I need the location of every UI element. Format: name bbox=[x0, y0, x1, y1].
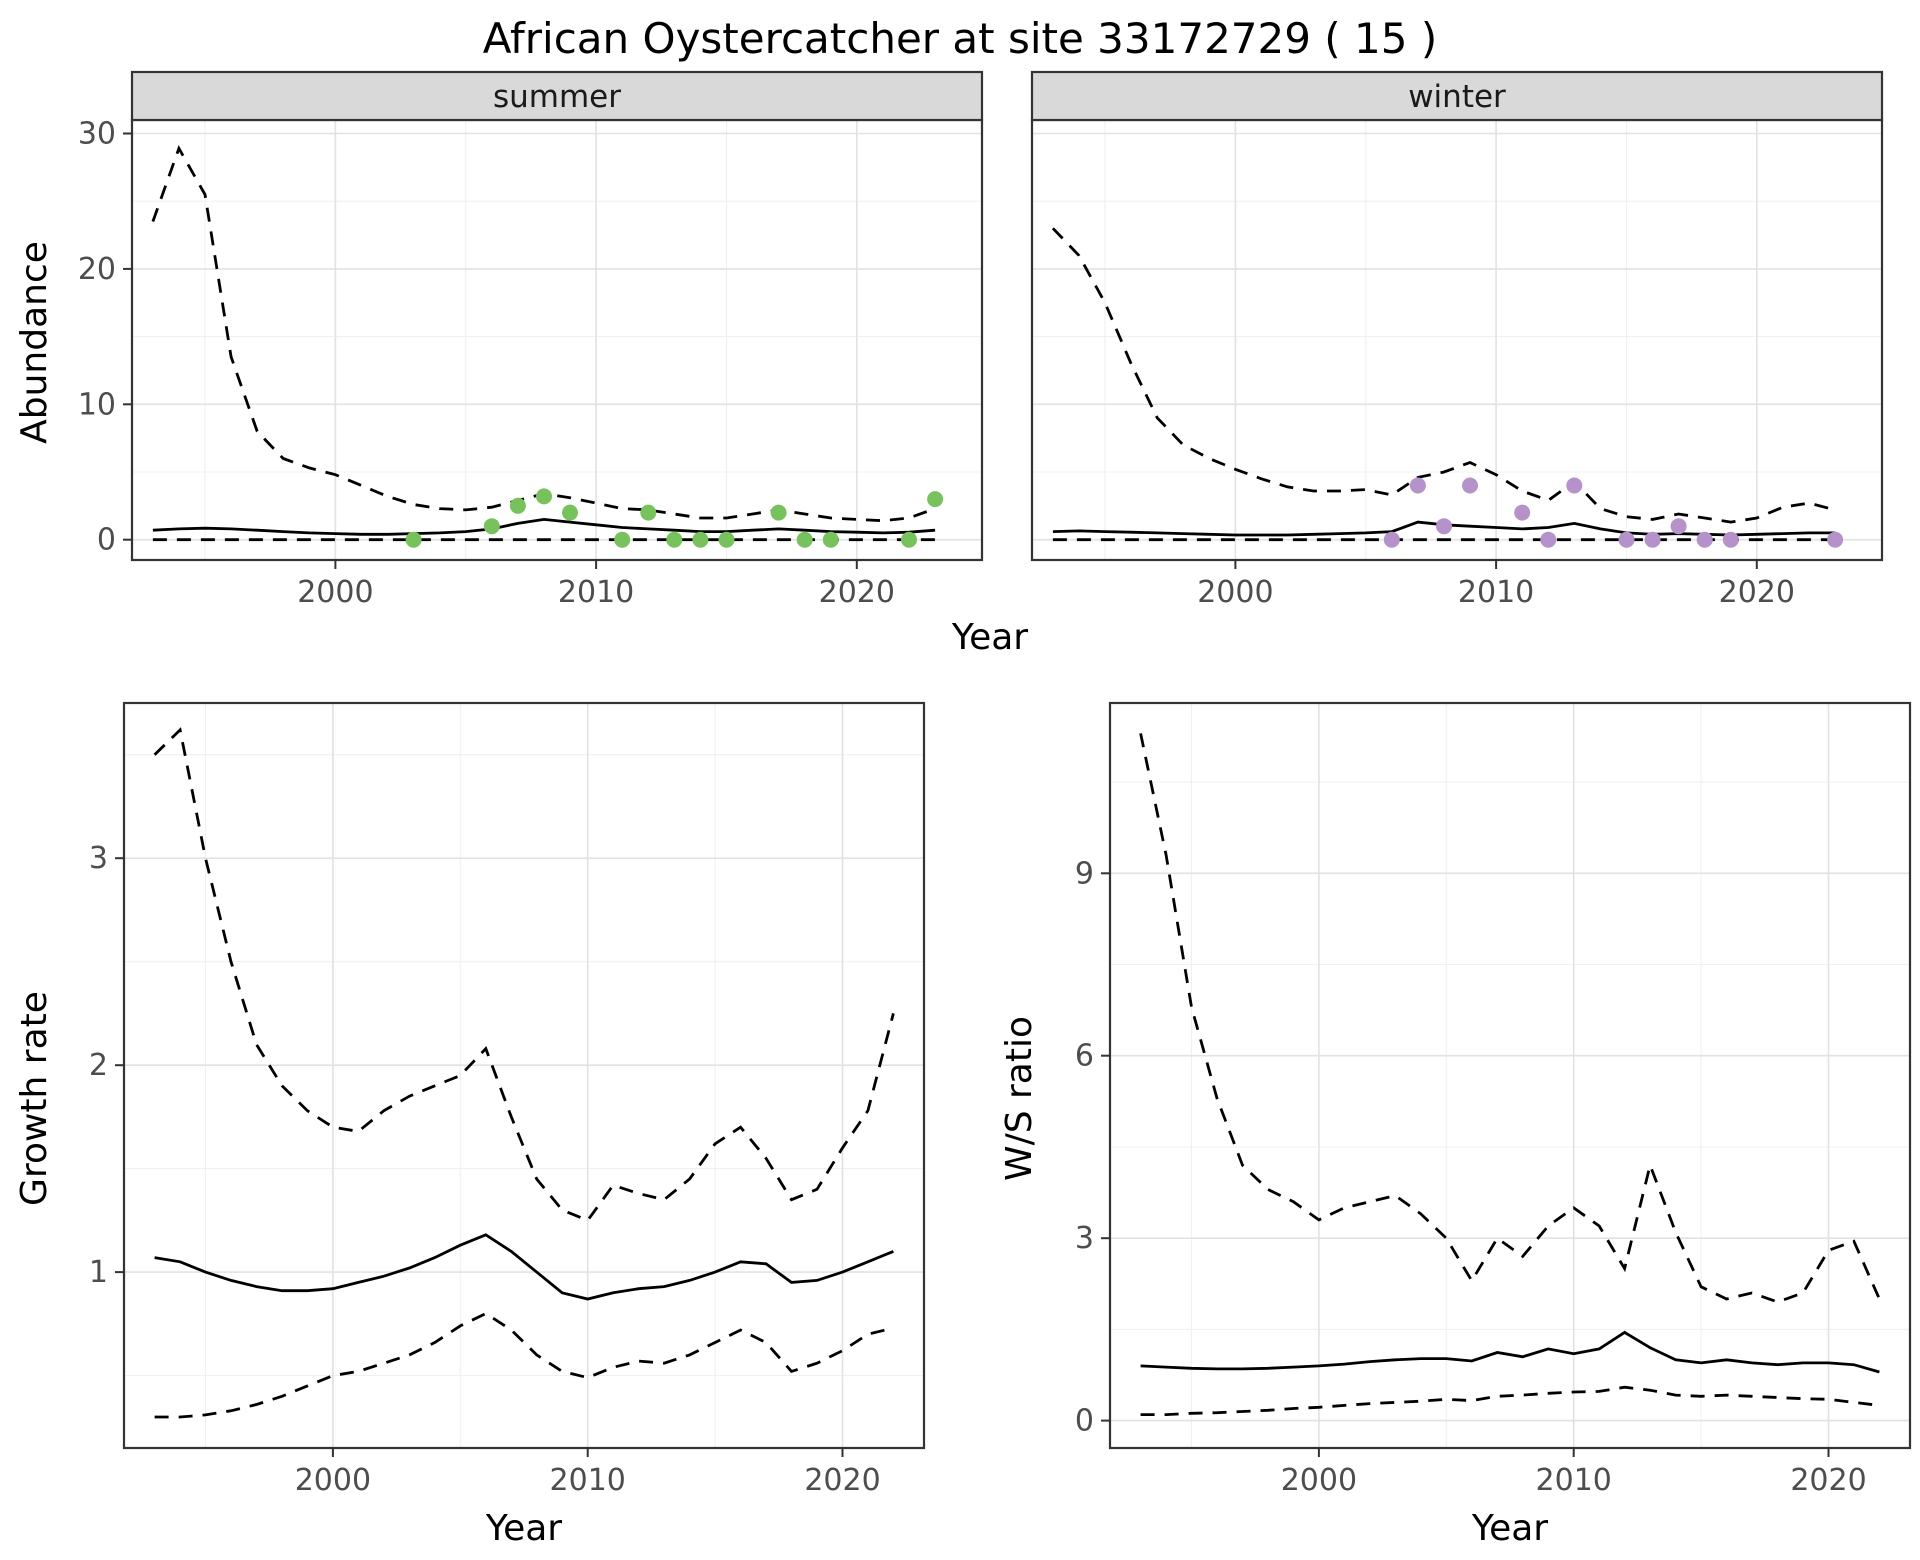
abundance-y-axis-label: Abundance bbox=[13, 241, 55, 444]
growth-rate-figure: Growth rate 2000 2010 2020 1 2 3 Year bbox=[8, 691, 964, 1556]
svg-text:0: 0 bbox=[97, 523, 116, 558]
abundance-x-axis-label: Year bbox=[951, 617, 1029, 658]
svg-text:6: 6 bbox=[1075, 1039, 1094, 1074]
svg-text:2000: 2000 bbox=[1281, 1463, 1357, 1498]
svg-text:9: 9 bbox=[1075, 856, 1094, 891]
growth-rate-panel: 2000 2010 2020 1 2 3 bbox=[89, 701, 926, 1498]
svg-text:2010: 2010 bbox=[1458, 575, 1534, 610]
svg-text:2020: 2020 bbox=[1790, 1463, 1866, 1498]
svg-text:2020: 2020 bbox=[1719, 575, 1795, 610]
svg-text:3: 3 bbox=[89, 841, 108, 876]
svg-text:2020: 2020 bbox=[819, 575, 895, 610]
svg-text:2020: 2020 bbox=[804, 1463, 880, 1498]
svg-text:2000: 2000 bbox=[295, 1463, 371, 1498]
svg-text:20: 20 bbox=[78, 252, 116, 287]
svg-text:2000: 2000 bbox=[297, 575, 373, 610]
chart-title: African Oystercatcher at site 33172729 (… bbox=[482, 14, 1438, 63]
abundance-winter-panel: 2000 2010 2020 winter bbox=[1030, 70, 1884, 610]
ws-ratio-x-axis-label: Year bbox=[1471, 1508, 1549, 1549]
growth-rate-x-axis-label: Year bbox=[485, 1508, 563, 1549]
svg-text:2010: 2010 bbox=[558, 575, 634, 610]
abundance-row: Abundance 2000 2010 2020 0 10 20 30 summer 2000… bbox=[8, 70, 1912, 615]
abundance-panels: 2000 2010 2020 0 10 20 30 summer 2000 2010 2020 wi… bbox=[60, 70, 1892, 615]
svg-text:2: 2 bbox=[89, 1048, 108, 1083]
svg-text:0: 0 bbox=[1075, 1404, 1094, 1439]
growth-rate-y-axis-label: Growth rate bbox=[13, 991, 55, 1206]
abundance-summer-panel: 2000 2010 2020 0 10 20 30 summer bbox=[78, 70, 984, 610]
svg-text:2010: 2010 bbox=[1536, 1463, 1612, 1498]
svg-text:10: 10 bbox=[78, 387, 116, 422]
svg-text:3: 3 bbox=[1075, 1221, 1094, 1256]
bottom-row: Growth rate 2000 2010 2020 1 2 3 Year W/S rat… bbox=[8, 691, 1912, 1556]
ws-ratio-panel: 2000 2010 2020 0 3 6 9 bbox=[1075, 701, 1912, 1498]
svg-text:1: 1 bbox=[89, 1255, 108, 1290]
ws-ratio-y-axis-label: W/S ratio bbox=[999, 1015, 1041, 1182]
ws-ratio-figure: W/S ratio 2000 2010 2020 0 3 6 9 Year bbox=[994, 691, 1920, 1556]
svg-text:30: 30 bbox=[78, 117, 116, 152]
svg-text:winter: winter bbox=[1408, 79, 1506, 115]
svg-text:2010: 2010 bbox=[550, 1463, 626, 1498]
svg-text:2000: 2000 bbox=[1197, 575, 1273, 610]
svg-text:summer: summer bbox=[493, 79, 621, 115]
